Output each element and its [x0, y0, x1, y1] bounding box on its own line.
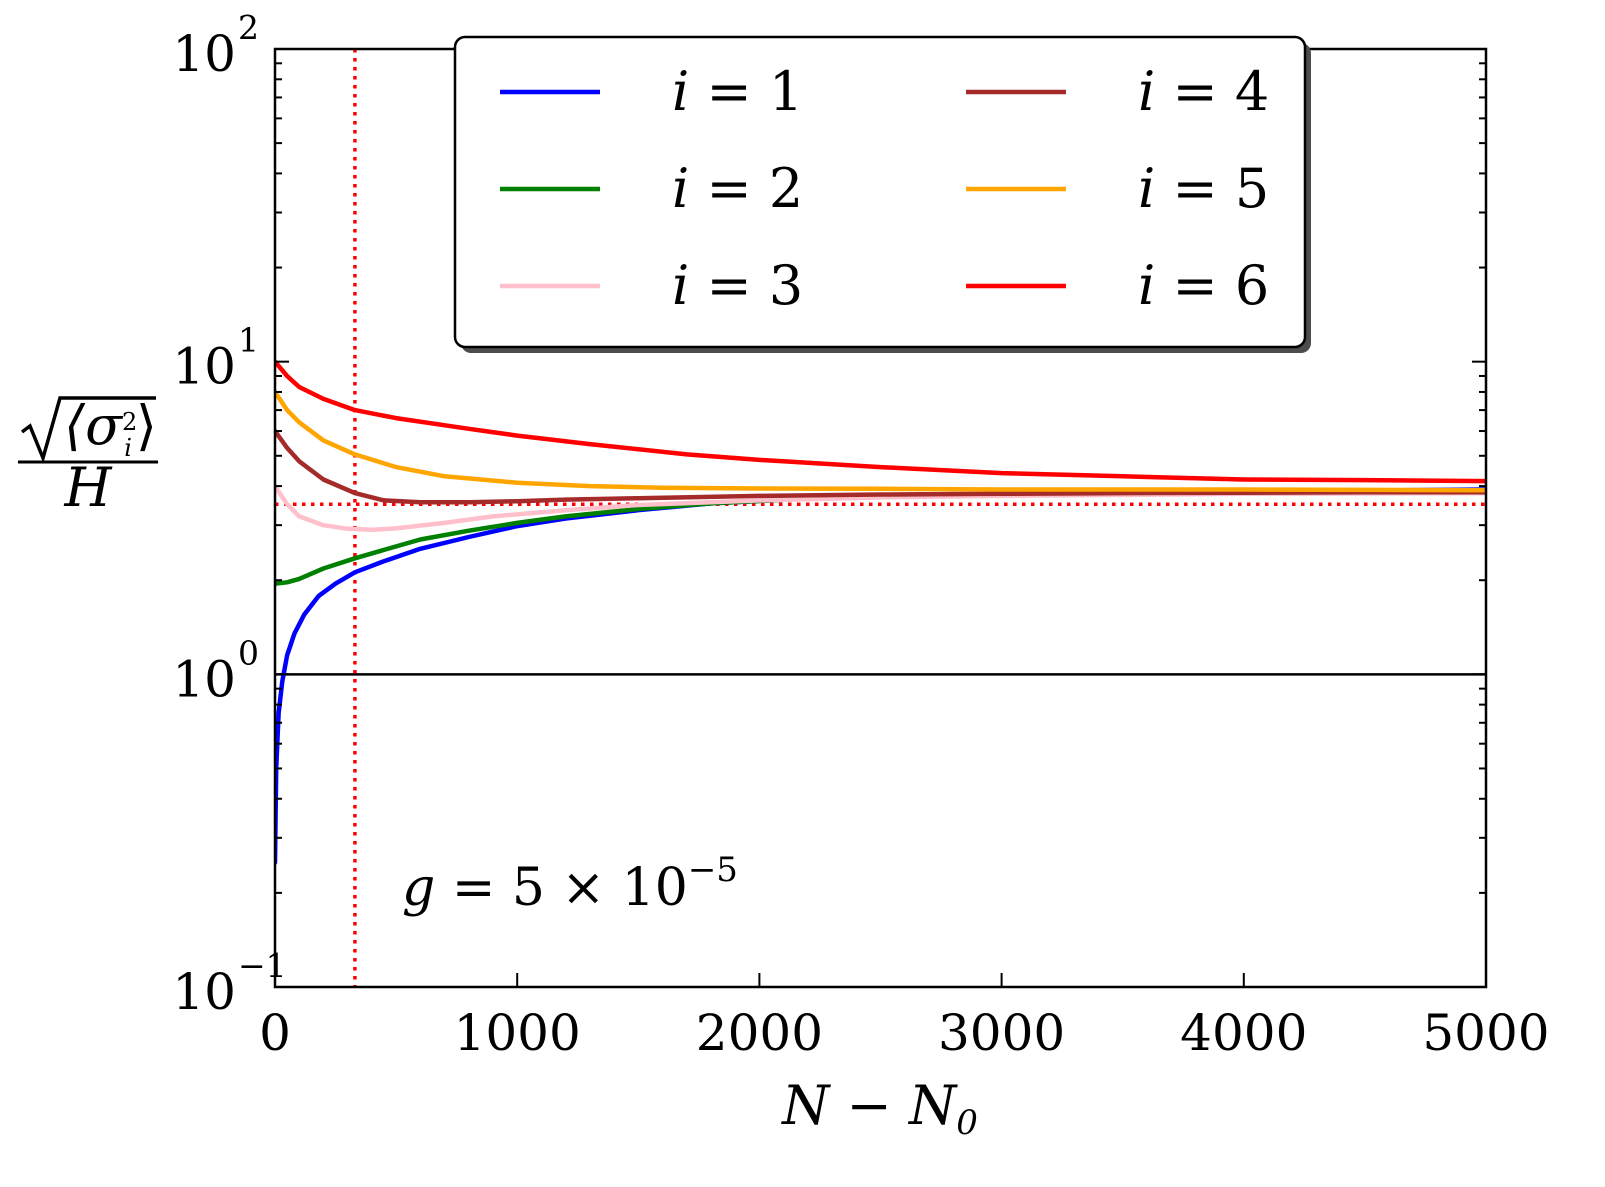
annotation-coupling: g = 5 × 10−5 — [402, 850, 738, 918]
annotation-lhs: g — [402, 858, 435, 918]
series-line-5 — [275, 389, 1486, 493]
svg-text:⟨σ2i⟩: ⟨σ2 i⟩ — [64, 394, 157, 462]
legend-entry-6: i = 6 — [966, 254, 1269, 317]
x-tick-label: 0 — [259, 1004, 291, 1062]
series-layer — [275, 359, 1486, 865]
y-tick-label-base: 10 — [172, 650, 236, 708]
legend-label: i = 4 — [1138, 60, 1269, 123]
y-tick-label-exp: 0 — [238, 633, 259, 672]
x-axis-label-main: N − N — [780, 1074, 958, 1137]
legend-label: i = 5 — [1138, 157, 1269, 220]
y-tick-label-base: 10 — [172, 25, 236, 83]
y-label-close: ⟩ — [136, 394, 157, 457]
legend-label: i = 3 — [672, 254, 803, 317]
legend-items: i = 1 i = 2 i = 3 i = 4 i = 5 i = 6 — [500, 60, 1269, 317]
legend-entry-4: i = 4 — [966, 60, 1269, 123]
reference-lines — [275, 49, 1486, 987]
y-label-denominator: H — [63, 456, 112, 519]
y-tick-label-exp: 1 — [238, 321, 259, 360]
annotation-exp: −5 — [688, 850, 738, 890]
y-tick-label: 10 −1 — [172, 946, 286, 1021]
legend-entry-2: i = 2 — [500, 157, 803, 220]
legend-entry-1: i = 1 — [500, 60, 803, 123]
y-tick-label-base: 10 — [172, 963, 236, 1021]
legend-box — [453, 35, 1307, 349]
x-axis-label-sub: 0 — [956, 1103, 978, 1143]
y-tick-label: 10 2 — [172, 8, 259, 83]
legend-label: i = 2 — [672, 157, 803, 220]
legend-entry-5: i = 5 — [966, 157, 1269, 220]
x-tick-label: 4000 — [1180, 1004, 1307, 1062]
legend-entry-3: i = 3 — [500, 254, 803, 317]
y-label-sub: i — [124, 434, 132, 462]
y-label-sup: 2 — [122, 408, 137, 436]
x-tick-label: 2000 — [696, 1004, 823, 1062]
series-line-4 — [275, 428, 1486, 505]
x-tick-label: 3000 — [938, 1004, 1065, 1062]
legend-label: i = 6 — [1138, 254, 1269, 317]
series-line-1 — [275, 487, 1486, 865]
y-axis-label: ⟨σ2 i⟩ H — [18, 394, 158, 519]
legend-label: i = 1 — [672, 60, 803, 123]
x-tick-labels: 0 1000 2000 3000 4000 5000 — [259, 1004, 1550, 1062]
sqrt-sign — [20, 396, 156, 464]
y-tick-label-exp: −1 — [238, 946, 287, 985]
x-tick-label: 1000 — [454, 1004, 581, 1062]
x-tick-label: 5000 — [1422, 1004, 1549, 1062]
y-tick-label: 10 1 — [172, 321, 259, 396]
legend: i = 1 i = 2 i = 3 i = 4 i = 5 i = 6 — [453, 35, 1311, 353]
x-axis-label: N − N0 — [780, 1074, 978, 1143]
annotation-eq: = 5 × 10 — [435, 858, 688, 918]
y-tick-label: 10 0 — [172, 633, 259, 708]
y-tick-label-exp: 2 — [238, 8, 259, 47]
y-label-open: ⟨σ — [64, 394, 124, 457]
series-line-6 — [275, 359, 1486, 484]
y-tick-label-base: 10 — [172, 338, 236, 396]
